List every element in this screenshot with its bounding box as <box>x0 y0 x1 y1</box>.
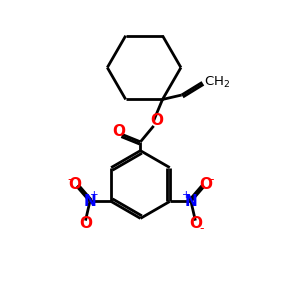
Text: O: O <box>151 112 164 128</box>
Text: -: - <box>209 173 214 186</box>
Text: -: - <box>67 173 71 186</box>
Text: +: + <box>182 190 190 200</box>
Text: O: O <box>69 177 82 192</box>
Text: O: O <box>189 216 202 231</box>
Text: O: O <box>199 177 212 192</box>
Text: O: O <box>79 216 92 231</box>
Text: -: - <box>200 222 204 235</box>
Text: O: O <box>112 124 125 139</box>
Text: N: N <box>83 194 96 209</box>
Text: CH$_2$: CH$_2$ <box>204 75 230 90</box>
Text: N: N <box>184 194 197 209</box>
Text: +: + <box>90 190 99 200</box>
